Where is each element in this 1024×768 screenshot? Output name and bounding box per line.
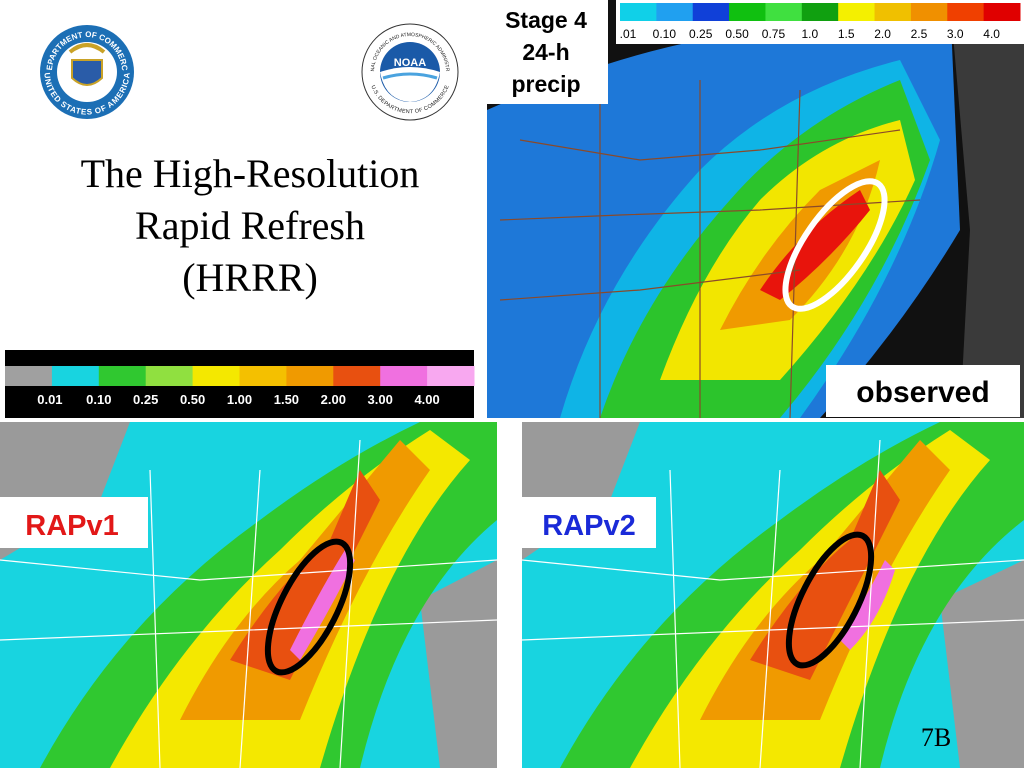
legend-label: 2.5: [911, 27, 928, 41]
commerce-logo: DEPARTMENT OF COMMERCE UNITED STATES OF …: [0, 0, 134, 119]
color-swatch: [983, 3, 1021, 21]
legend-label: 4.00: [414, 392, 439, 407]
legend-label: 2.0: [874, 27, 891, 41]
model-legend: 0.01 0.10 0.25 0.50 1.00 1.50 2.00 3.00 4.00: [5, 350, 475, 418]
heading-line: Stage 4: [505, 7, 587, 33]
color-swatch: [620, 3, 657, 21]
color-swatch: [98, 366, 147, 386]
color-swatch: [838, 3, 876, 21]
legend-label: 1.50: [274, 392, 299, 407]
color-swatch: [947, 3, 985, 21]
color-swatch: [51, 366, 100, 386]
legend-label: 0.25: [689, 27, 713, 41]
legend-label: 0.50: [725, 27, 749, 41]
slide-number: 7B: [921, 723, 951, 752]
heading-line: precip: [511, 71, 580, 97]
logo-name: NOAA: [394, 57, 426, 69]
observed-map: Stage 4 24-h precip observed: [487, 0, 1024, 418]
color-swatch: [801, 3, 839, 21]
color-swatch: [239, 366, 287, 386]
legend-label: 3.00: [368, 392, 393, 407]
color-swatch: [5, 366, 53, 386]
color-swatch: [427, 366, 475, 386]
rapv1-map: RAPv1: [0, 422, 497, 768]
legend-label: 0.01: [37, 392, 62, 407]
color-swatch: [692, 3, 730, 21]
legend-label: 0.25: [133, 392, 158, 407]
rapv2-map: RAPv2: [522, 422, 1024, 768]
color-swatch: [765, 3, 803, 21]
title: The High-Resolution Rapid Refresh (HRRR): [81, 151, 420, 300]
title-line: (HRRR): [182, 255, 318, 300]
color-swatch: [145, 366, 194, 386]
legend-label: 1.00: [227, 392, 252, 407]
legend-label: 4.0: [983, 27, 1000, 41]
color-swatch: [192, 366, 240, 386]
panel-tag: RAPv2: [542, 510, 636, 542]
panel-tag: RAPv1: [25, 510, 119, 542]
title-line: The High-Resolution: [81, 151, 420, 196]
title-line: Rapid Refresh: [135, 203, 365, 248]
legend-label: 1.0: [801, 27, 818, 41]
legend-label: 0.10: [653, 27, 677, 41]
color-swatch: [380, 366, 428, 386]
observed-legend: .01 0.10 0.25 0.50 0.75 1.0 1.5 2.0 2.5 3.0 4.0: [616, 0, 1024, 44]
heading-line: 24-h: [522, 39, 569, 65]
legend-label: 3.0: [947, 27, 964, 41]
color-swatch: [656, 3, 694, 21]
legend-label: 1.5: [838, 27, 855, 41]
color-swatch: [729, 3, 766, 21]
color-swatch: [333, 366, 381, 386]
panel-tag: observed: [856, 376, 989, 409]
legend-label: .01: [620, 27, 637, 41]
legend-label: 0.75: [762, 27, 786, 41]
legend-label: 0.10: [86, 392, 111, 407]
legend-label: 2.00: [321, 392, 346, 407]
legend-label: 0.50: [180, 392, 205, 407]
color-swatch: [910, 3, 948, 21]
color-swatch: [286, 366, 334, 386]
color-swatch: [874, 3, 912, 21]
